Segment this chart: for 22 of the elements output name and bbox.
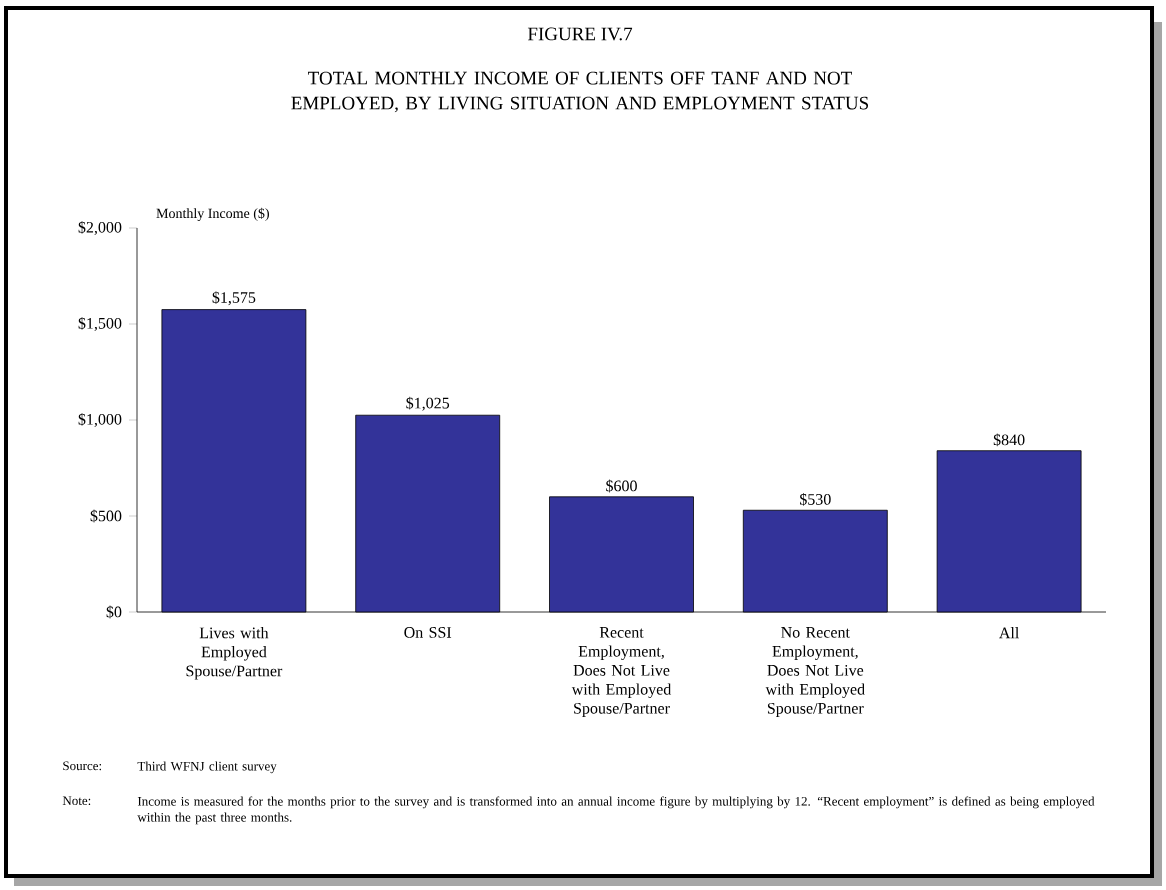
- data-label: $600: [606, 479, 637, 493]
- text: Third WFNJ client survey: [137, 761, 277, 774]
- data-label: $1,575: [212, 291, 256, 306]
- data-label: $530: [800, 493, 831, 506]
- data-label: $1,025: [406, 396, 450, 411]
- chart-title: FIGURE IV.7: [527, 27, 633, 41]
- text: Income is measured for the months prior to the survey and is transformed into an annual income figure by multiplying by 12. “Recent employment” is defined as being employed within the past three months.: [137, 796, 1095, 825]
- x-tick-label: On SSI: [404, 627, 452, 638]
- y-tick-label: $0: [106, 605, 122, 619]
- data-label: $840: [993, 433, 1025, 447]
- text: Note:: [62, 796, 91, 806]
- source-note: Source:: [63, 761, 102, 771]
- chart-subtitle: TOTAL MONTHLY INCOME OF CLIENTS OFF TANF AND NOT EMPLOYED, BY LIVING SITUATION AND EMPLOYMENT STATUS: [291, 71, 869, 113]
- x-tick-label: All: [999, 627, 1019, 639]
- y-axis-title: Monthly Income ($): [156, 207, 269, 221]
- y-tick-label: $2,000: [78, 220, 122, 236]
- y-tick-label: $1,500: [78, 316, 122, 332]
- x-tick-label: Recent Employment, Does Not Live with Employed Spouse/Partner: [571, 627, 672, 717]
- x-tick-label: No Recent Employment, Does Not Live with Employed Spouse/Partner: [765, 627, 865, 717]
- y-tick-label: $1,000: [78, 412, 122, 428]
- y-tick-label: $500: [90, 509, 122, 523]
- x-tick-label: Lives with Employed Spouse/Partner: [186, 627, 283, 680]
